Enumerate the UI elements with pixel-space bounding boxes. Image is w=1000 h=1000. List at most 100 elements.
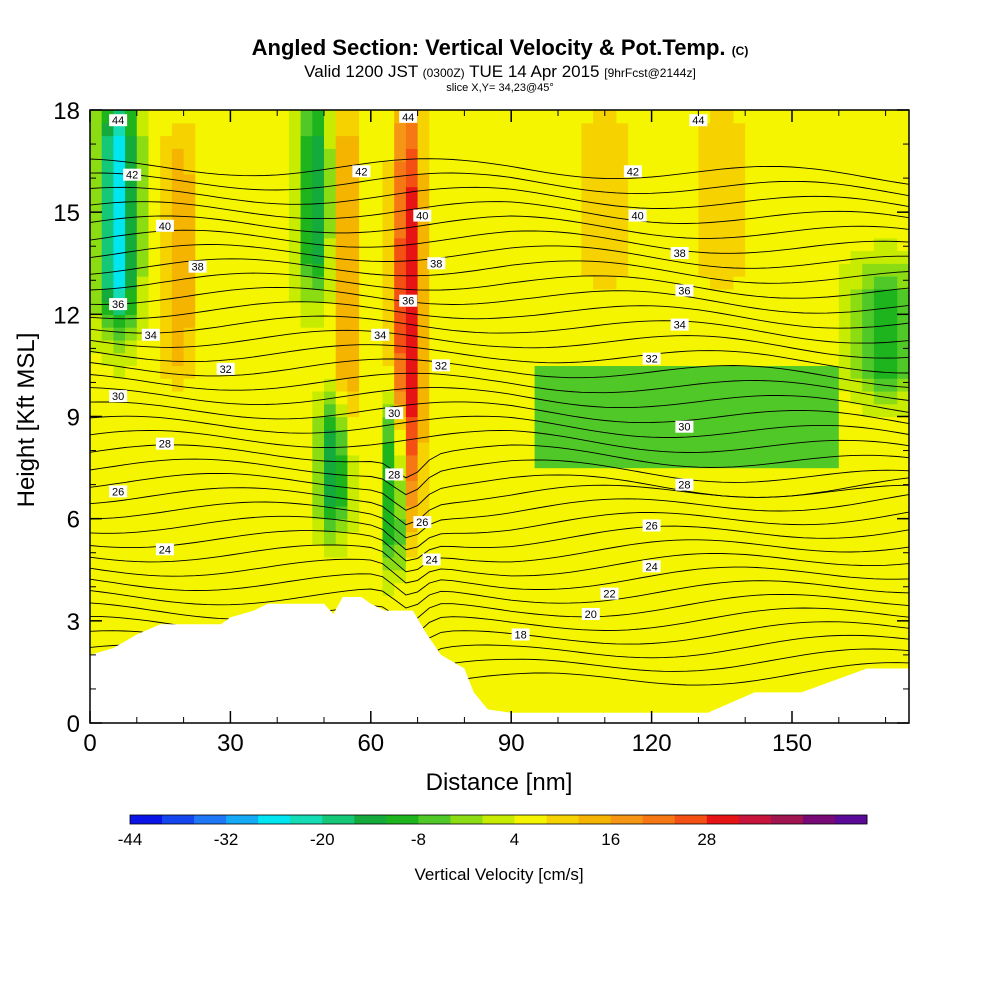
velocity-cell <box>651 480 664 494</box>
velocity-cell <box>136 135 150 149</box>
velocity-cell <box>721 173 735 188</box>
velocity-cell <box>862 390 875 405</box>
velocity-cell <box>125 212 138 226</box>
velocity-cell <box>347 212 360 226</box>
velocity-cell <box>370 390 384 405</box>
velocity-cell <box>546 237 559 252</box>
velocity-cell <box>745 314 758 328</box>
velocity-cell <box>815 569 828 584</box>
velocity-cell <box>148 339 161 354</box>
velocity-cell <box>675 135 688 149</box>
velocity-cell <box>733 467 746 481</box>
velocity-cell <box>101 442 114 456</box>
velocity-cell <box>382 493 395 507</box>
velocity-cell <box>218 161 231 175</box>
velocity-cell <box>312 429 325 443</box>
velocity-cell <box>838 301 852 315</box>
velocity-cell <box>768 276 781 290</box>
velocity-cell <box>183 493 196 507</box>
velocity-cell <box>253 429 267 443</box>
velocity-cell <box>780 442 793 456</box>
velocity-cell <box>277 327 290 341</box>
velocity-cell <box>230 212 243 226</box>
velocity-cell <box>499 442 512 456</box>
velocity-cell <box>558 582 571 596</box>
velocity-cell <box>312 569 325 584</box>
velocity-cell <box>288 531 302 545</box>
velocity-cell <box>604 505 618 520</box>
velocity-cell <box>710 327 723 341</box>
velocity-cell <box>183 544 196 558</box>
velocity-cell <box>452 122 465 137</box>
velocity-cell <box>569 480 582 494</box>
velocity-cell <box>464 173 477 188</box>
velocity-cell <box>639 671 653 686</box>
theta-contour <box>90 229 909 254</box>
velocity-cell <box>207 582 220 596</box>
velocity-cell <box>745 659 758 673</box>
valid-date: TUE 14 Apr 2015 <box>469 62 600 81</box>
velocity-cell <box>792 608 805 622</box>
velocity-cell <box>756 518 770 533</box>
velocity-cell <box>768 224 781 239</box>
velocity-cell <box>628 301 641 315</box>
velocity-cell <box>873 608 887 622</box>
velocity-cell <box>745 161 758 175</box>
velocity-cell <box>370 429 384 443</box>
velocity-cell <box>136 301 150 315</box>
velocity-cell <box>534 454 547 469</box>
velocity-cell <box>838 467 852 481</box>
velocity-cell <box>745 352 758 367</box>
velocity-cell <box>511 110 524 124</box>
velocity-cell <box>558 352 571 367</box>
velocity-cell <box>511 339 524 354</box>
colorbar-swatch <box>162 815 195 824</box>
velocity-cell <box>207 288 220 303</box>
colorbar-swatch <box>482 815 516 824</box>
velocity-cell <box>628 671 641 686</box>
velocity-cell <box>487 250 501 264</box>
velocity-cell <box>277 173 290 188</box>
velocity-cell <box>838 544 852 558</box>
velocity-cell <box>862 288 875 303</box>
velocity-cell <box>171 556 185 571</box>
velocity-cell <box>441 173 454 188</box>
velocity-cell <box>546 659 559 673</box>
velocity-cell <box>838 608 852 622</box>
velocity-cell <box>780 416 793 430</box>
velocity-cell <box>312 224 325 239</box>
velocity-cell <box>815 263 828 277</box>
velocity-cell <box>569 276 582 290</box>
velocity-cell <box>581 684 594 699</box>
velocity-cell <box>347 250 360 264</box>
velocity-cell <box>312 250 325 264</box>
velocity-cell <box>756 454 770 469</box>
velocity-cell <box>546 161 559 175</box>
velocity-cell <box>499 148 512 162</box>
velocity-cell <box>558 416 571 430</box>
velocity-cell <box>675 556 688 571</box>
velocity-cell <box>873 480 887 494</box>
velocity-cell <box>464 544 477 558</box>
velocity-cell <box>359 122 372 137</box>
velocity-cell <box>125 263 138 277</box>
velocity-cell <box>230 135 243 149</box>
velocity-cell <box>815 646 828 660</box>
velocity-cell <box>288 480 302 494</box>
velocity-cell <box>628 390 641 405</box>
velocity-cell <box>405 327 419 341</box>
velocity-cell <box>359 569 372 584</box>
velocity-cell <box>476 301 489 315</box>
velocity-cell <box>534 556 547 571</box>
velocity-cell <box>792 467 805 481</box>
velocity-cell <box>558 224 571 239</box>
velocity-cell <box>792 646 805 660</box>
velocity-cell <box>768 378 781 392</box>
velocity-cell <box>710 608 723 622</box>
velocity-cell <box>429 327 442 341</box>
velocity-cell <box>534 697 547 711</box>
velocity-cell <box>862 620 875 635</box>
velocity-cell <box>253 556 267 571</box>
velocity-cell <box>242 403 255 418</box>
velocity-cell <box>242 173 255 188</box>
